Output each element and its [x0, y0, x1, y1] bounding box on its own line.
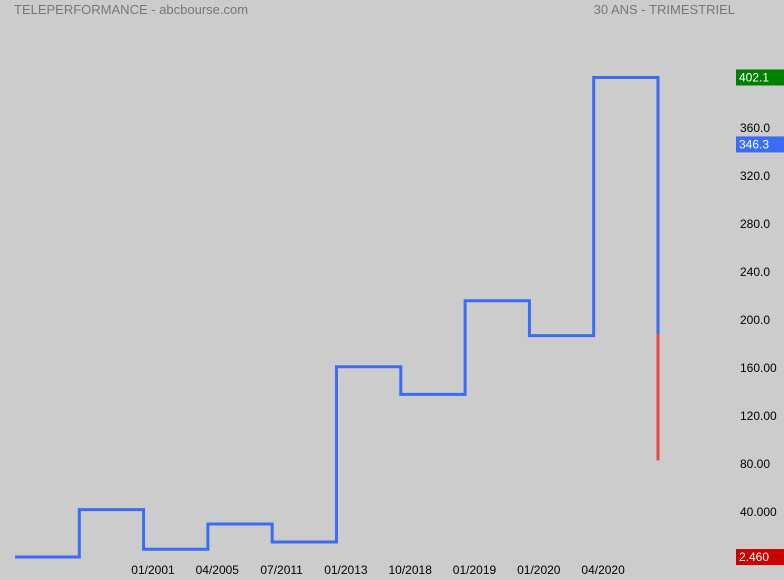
- x-tick-label: 01/2020: [517, 563, 561, 577]
- x-tick-label: 01/2019: [453, 563, 497, 577]
- y-tick-label: 320.0: [740, 169, 770, 183]
- y-tick-label: 240.0: [740, 265, 770, 279]
- last-price-badge: 346.3: [739, 137, 769, 151]
- price-badges: 402.1 346.3 2.460: [736, 69, 784, 566]
- max-price-badge: 402.1: [739, 70, 769, 84]
- chart-period: 30 ANS - TRIMESTRIEL: [594, 2, 735, 17]
- y-tick-label: 40.000: [740, 505, 777, 519]
- y-tick-label: 160.00: [740, 361, 777, 375]
- x-tick-label: 04/2020: [581, 563, 625, 577]
- x-axis: 01/2001 04/2005 07/2011 01/2013 10/2018 01/20…: [131, 563, 625, 577]
- x-tick-label: 10/2018: [389, 563, 433, 577]
- last-price-badge-bg: [736, 136, 784, 153]
- y-tick-label: 200.0: [740, 313, 770, 327]
- x-tick-label: 01/2013: [324, 563, 368, 577]
- plot-area: [15, 75, 660, 559]
- min-price-badge-bg: [736, 549, 784, 566]
- x-tick-label: 01/2001: [131, 563, 175, 577]
- max-price-badge-bg: [736, 69, 784, 86]
- y-tick-label: 360.0: [740, 121, 770, 135]
- chart-title: TELEPERFORMANCE - abcbourse.com: [14, 2, 248, 17]
- y-tick-label: 120.00: [740, 409, 777, 423]
- x-tick-label: 07/2011: [260, 563, 303, 577]
- y-tick-label: 280.0: [740, 217, 770, 231]
- y-axis: 40.000 80.00 120.00 160.00 200.0 240.0 280.0 32…: [740, 121, 777, 519]
- min-price-badge: 2.460: [739, 550, 769, 564]
- x-tick-label: 04/2005: [196, 563, 240, 577]
- y-tick-label: 80.00: [740, 457, 770, 471]
- price-series-line: [15, 75, 660, 559]
